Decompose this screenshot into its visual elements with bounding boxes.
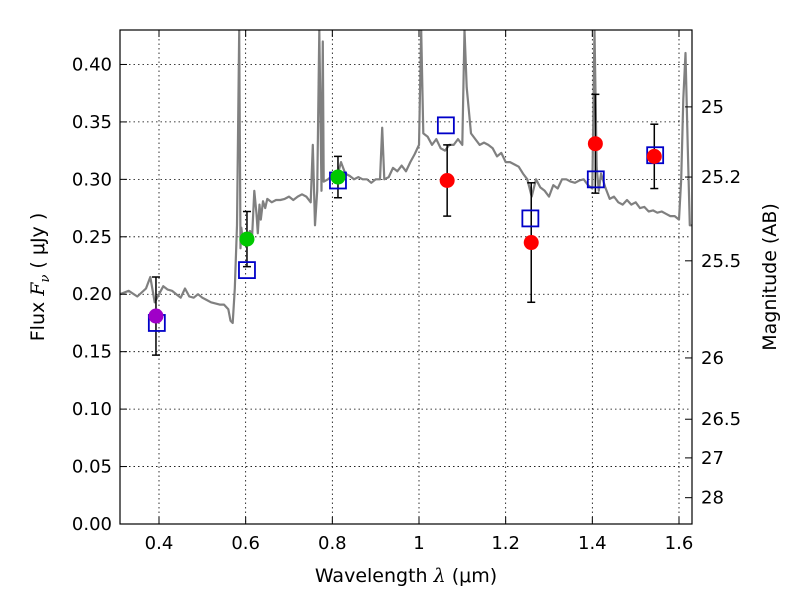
y2-tick-label: 28	[701, 488, 724, 509]
observed-photometry-point	[646, 148, 662, 164]
model-photometry-square	[586, 170, 605, 189]
observed-photometry-point	[330, 169, 346, 185]
model-photometry-square	[238, 261, 256, 280]
model-photometry-points	[147, 116, 665, 332]
y-tick-label: 0.25	[72, 227, 112, 248]
y-tick-label: 0.05	[72, 457, 112, 478]
x-tick-label: 1.2	[491, 533, 520, 554]
spectrum-line	[120, 30, 692, 325]
x-tick-label: 0.8	[318, 533, 347, 554]
observed-photometry-points	[148, 136, 662, 324]
y-tick-label: 0.15	[72, 342, 112, 363]
observed-photometry-point	[439, 172, 455, 188]
y-axis-ticks: 0.00 0.05 0.10 0.15 0.20 0.25 0.30 0.35 0.40	[72, 54, 127, 535]
plot-frame	[119, 29, 693, 525]
model-photometry-square	[521, 209, 540, 228]
x-tick-label: 1.6	[665, 533, 694, 554]
y2-tick-label: 26.5	[701, 409, 741, 430]
observed-photometry-point	[239, 231, 255, 247]
y2-tick-label: 25.2	[701, 167, 741, 188]
y-tick-label: 0.40	[72, 54, 112, 75]
y2-axis-ticks: 25 25.2 25.5 26 26.5 27 28	[685, 97, 741, 509]
y2-tick-label: 25	[701, 97, 724, 118]
y-tick-label: 0.35	[72, 112, 112, 133]
y-tick-label: 0.00	[72, 514, 112, 535]
model-photometry-square	[436, 116, 455, 135]
observed-photometry-point	[523, 235, 539, 251]
x-axis-title: Wavelength λ (μm)	[315, 565, 497, 587]
y-tick-label: 0.30	[72, 169, 112, 190]
y-axis-title: Flux Fν ( μJy )	[27, 213, 53, 342]
observed-photometry-point	[148, 308, 164, 324]
x-tick-label: 0.6	[231, 533, 260, 554]
y2-tick-label: 25.5	[701, 251, 741, 272]
x-tick-label: 0.4	[145, 533, 174, 554]
x-tick-label: 1.4	[578, 533, 607, 554]
observed-photometry-point	[587, 136, 603, 152]
y2-tick-label: 26	[701, 348, 724, 369]
y-tick-label: 0.20	[72, 284, 112, 305]
x-tick-label: 1	[413, 533, 424, 554]
model-spectrum	[120, 30, 692, 325]
x-axis-ticks: 0.4 0.6 0.8 1 1.2 1.4 1.6	[145, 30, 694, 554]
y2-tick-label: 27	[701, 448, 724, 469]
y-tick-label: 0.10	[72, 399, 112, 420]
y2-axis-title: Magnitude (AB)	[759, 203, 781, 351]
